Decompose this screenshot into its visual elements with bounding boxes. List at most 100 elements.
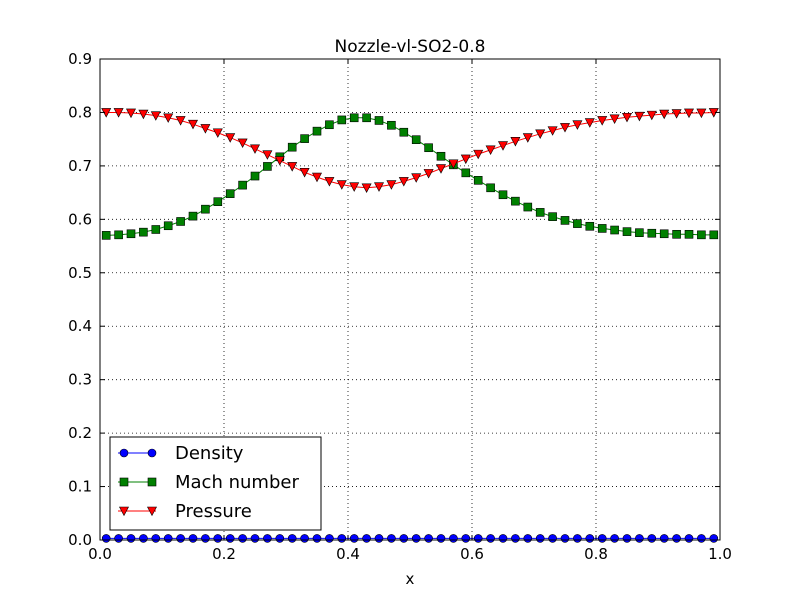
- data-point-pressure: [138, 109, 149, 120]
- data-point-pressure: [336, 180, 347, 190]
- data-point-density: [275, 534, 285, 543]
- data-point-density: [176, 534, 185, 543]
- data-point-pressure: [411, 173, 422, 183]
- data-point-mach-number: [312, 126, 322, 136]
- data-point-mach-number: [114, 230, 123, 240]
- y-tick-label: 0.9: [68, 50, 92, 68]
- x-tick-label: 0.4: [336, 545, 360, 563]
- data-point-density: [461, 534, 471, 543]
- data-point-mach-number: [411, 135, 421, 145]
- y-tick-label: 0.6: [68, 210, 92, 228]
- data-point-density: [486, 534, 495, 543]
- x-tick-label: 0.2: [212, 545, 236, 563]
- data-point-pressure: [188, 119, 198, 130]
- data-point-mach-number: [424, 143, 433, 153]
- data-point-density: [263, 534, 272, 543]
- data-point-mach-number: [238, 180, 247, 190]
- data-point-density: [225, 534, 235, 543]
- data-point-pressure: [622, 112, 632, 123]
- data-point-mach-number: [436, 151, 446, 161]
- data-point-density: [535, 534, 545, 543]
- data-point-pressure: [312, 172, 322, 183]
- data-point-density: [139, 534, 148, 543]
- y-tick-label: 0.1: [68, 478, 92, 496]
- data-point-pressure: [659, 109, 670, 120]
- data-point-density: [659, 534, 669, 543]
- data-point-mach-number: [535, 208, 545, 217]
- legend-marker: [119, 448, 129, 458]
- data-point-mach-number: [163, 221, 173, 231]
- data-point-pressure: [262, 150, 273, 160]
- data-point-pressure: [150, 111, 161, 121]
- legend-marker: [147, 477, 157, 487]
- data-point-density: [647, 534, 657, 543]
- grid-lines: [100, 59, 720, 540]
- data-point-density: [523, 534, 533, 543]
- data-point-mach-number: [659, 229, 669, 239]
- data-point-pressure: [250, 144, 260, 154]
- data-point-pressure: [485, 145, 496, 155]
- data-point-mach-number: [622, 227, 632, 236]
- data-point-density: [213, 534, 223, 543]
- data-point-mach-number: [151, 225, 161, 234]
- data-point-pressure: [634, 111, 645, 122]
- data-point-density: [114, 534, 123, 543]
- data-point-pressure: [448, 159, 459, 169]
- data-point-density: [151, 534, 161, 543]
- plot-frame: [99, 58, 721, 541]
- data-point-density: [473, 534, 483, 543]
- data-point-pressure: [398, 177, 409, 187]
- data-point-pressure: [361, 183, 372, 193]
- data-point-pressure: [671, 109, 682, 119]
- data-point-density: [312, 534, 322, 543]
- data-point-density: [560, 534, 570, 543]
- data-point-pressure: [287, 162, 298, 172]
- data-point-density: [511, 534, 520, 543]
- legend-item-density: Density: [118, 443, 244, 464]
- x-tick-label: 0.8: [584, 545, 608, 563]
- data-point-mach-number: [176, 217, 185, 226]
- data-point-density: [697, 534, 706, 543]
- data-point-mach-number: [126, 229, 136, 239]
- data-point-pressure: [584, 118, 595, 128]
- data-point-mach-number: [511, 196, 520, 206]
- data-point-pressure: [113, 108, 124, 118]
- data-point-mach-number: [684, 229, 694, 239]
- data-point-pressure: [696, 108, 707, 119]
- data-point-mach-number: [399, 127, 409, 137]
- data-point-pressure: [646, 110, 657, 121]
- x-tick-label: 0.0: [88, 545, 112, 563]
- data-point-pressure: [547, 126, 558, 136]
- data-point-pressure: [200, 124, 211, 134]
- data-point-pressure: [274, 156, 285, 166]
- data-point-density: [201, 534, 210, 543]
- data-point-pressure: [572, 120, 583, 130]
- data-point-mach-number: [325, 120, 334, 130]
- data-point-density: [548, 534, 557, 543]
- data-point-pressure: [473, 149, 484, 160]
- data-point-mach-number: [548, 212, 557, 221]
- data-point-mach-number: [188, 211, 198, 221]
- data-point-pressure: [684, 108, 694, 119]
- data-point-pressure: [609, 114, 620, 124]
- legend-item-pressure: Pressure: [118, 501, 252, 522]
- data-point-density: [287, 534, 297, 543]
- data-point-density: [325, 534, 334, 543]
- data-point-density: [622, 534, 632, 543]
- data-point-pressure: [510, 137, 521, 147]
- data-point-mach-number: [337, 115, 347, 125]
- data-point-density: [300, 534, 309, 543]
- data-point-density: [436, 534, 446, 543]
- data-point-density: [349, 534, 359, 543]
- legend: Density Mach number Pressure: [109, 436, 322, 531]
- data-point-mach-number: [201, 204, 210, 214]
- data-point-mach-number: [672, 229, 681, 239]
- data-point-mach-number: [387, 120, 396, 130]
- data-point-density: [449, 534, 458, 543]
- data-point-density: [362, 534, 371, 543]
- legend-marker: [147, 506, 157, 517]
- data-point-density: [387, 534, 396, 543]
- data-point-pressure: [324, 177, 335, 187]
- data-point-mach-number: [486, 183, 495, 193]
- data-point-density: [337, 534, 347, 543]
